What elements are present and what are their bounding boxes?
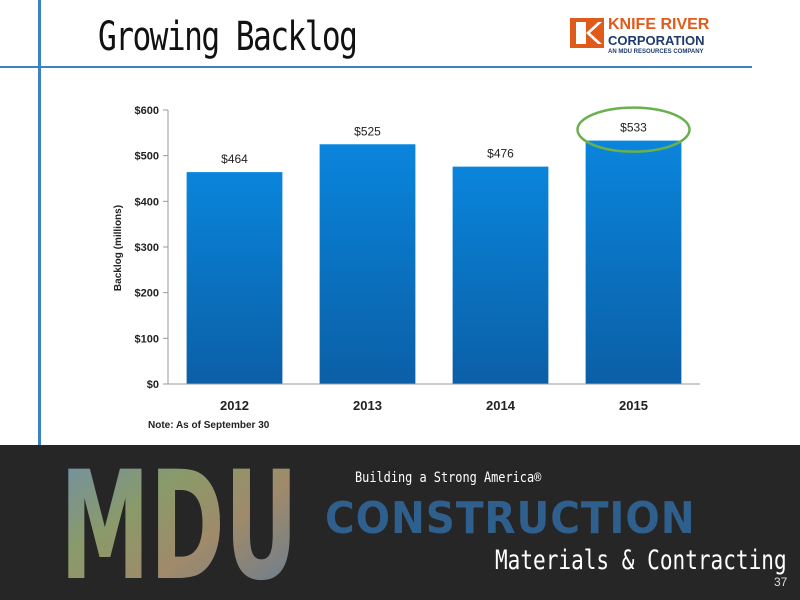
footer-subheadline: Materials & Contracting xyxy=(495,545,787,576)
bar-2012 xyxy=(186,172,283,384)
knife-river-logo-icon xyxy=(570,18,604,48)
bar-2015 xyxy=(585,140,682,384)
slide-title: Growing Backlog xyxy=(98,14,358,60)
chart-note: Note: As of September 30 xyxy=(148,420,270,431)
data-label-2015: $533 xyxy=(620,121,647,135)
backlog-bar-chart: $0 $100 $200 $300 $400 $500 $600 $464 $525 $476 $… xyxy=(113,105,700,413)
logo-line-3: AN MDU RESOURCES COMPANY xyxy=(608,49,704,55)
x-tick-label-2015: 2015 xyxy=(619,398,648,413)
logo-line-2: CORPORATION xyxy=(608,33,705,48)
y-tick-label: $300 xyxy=(135,242,159,254)
mdu-brand-letters: MDU xyxy=(60,460,298,585)
y-axis-label: Backlog (millions) xyxy=(113,205,124,291)
bar-2014 xyxy=(452,166,549,384)
y-tick-label: $200 xyxy=(135,288,159,300)
y-tick-label: $500 xyxy=(135,151,159,163)
logo-line-1: KNIFE RIVER xyxy=(608,16,710,33)
mdu-photo-letters: MDU xyxy=(60,460,298,585)
footer-banner xyxy=(0,445,800,600)
data-label-2013: $525 xyxy=(354,124,381,138)
data-label-2014: $476 xyxy=(487,147,514,161)
y-tick-label: $100 xyxy=(135,333,159,345)
accent-horizontal-line xyxy=(0,66,752,68)
highlight-ellipse xyxy=(576,106,691,153)
page-number: 37 xyxy=(774,575,788,589)
knife-river-logo: KNIFE RIVER CORPORATION AN MDU RESOURCES… xyxy=(570,16,740,60)
x-tick-label-2014: 2014 xyxy=(486,398,516,413)
data-label-2012: $464 xyxy=(221,152,248,166)
y-tick-label: $600 xyxy=(135,105,159,117)
bar-2013 xyxy=(319,144,416,384)
accent-vertical-line xyxy=(38,0,41,600)
y-tick-label: $0 xyxy=(147,379,159,391)
y-tick-label: $400 xyxy=(135,196,159,208)
footer-tagline: Building a Strong America® xyxy=(355,470,542,486)
x-tick-label-2012: 2012 xyxy=(220,398,249,413)
footer-headline: CONSTRUCTION xyxy=(325,493,696,544)
x-tick-label-2013: 2013 xyxy=(353,398,382,413)
